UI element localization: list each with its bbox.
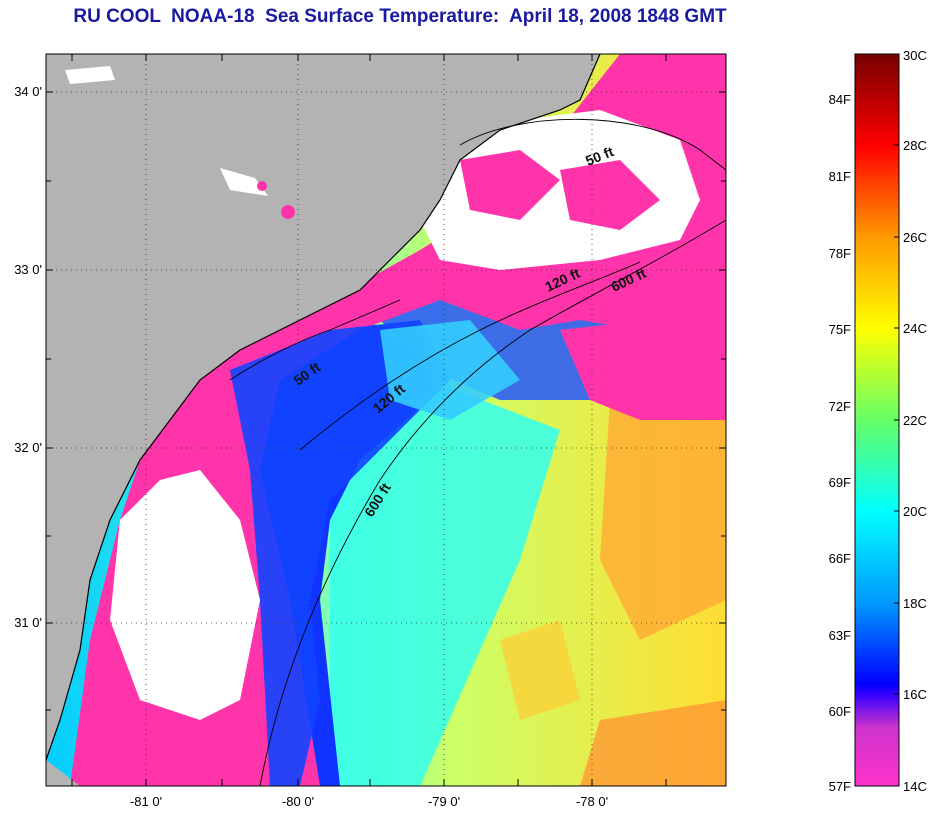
coastal-cold-water xyxy=(560,160,660,230)
contour-50ft xyxy=(459,118,726,171)
cool-band xyxy=(330,380,560,786)
colorbar-f-label: 78F xyxy=(829,246,851,261)
cloud-area xyxy=(110,470,260,720)
colorbar-f-label: 72F xyxy=(829,399,851,414)
coastal-cold-water xyxy=(560,300,726,420)
colorbar-c-label: 28C xyxy=(903,138,927,153)
cool-patch xyxy=(380,320,520,420)
coastline xyxy=(46,54,601,761)
colorbar-f-label: 66F xyxy=(829,551,851,566)
contour-120ft xyxy=(299,261,641,451)
coastal-cold-water xyxy=(460,150,560,220)
colorbar-c-label: 20C xyxy=(903,504,927,519)
colorbar-f-label: 63F xyxy=(829,628,851,643)
lat-label: 31 0' xyxy=(14,615,42,630)
colorbar-c-label: 16C xyxy=(903,687,927,702)
warm-patch xyxy=(580,700,726,786)
cloud-speck xyxy=(65,66,115,84)
page-title: RU COOL NOAA-18 Sea Surface Temperature:… xyxy=(73,6,727,27)
cloud-speck xyxy=(281,205,295,219)
colorbar-c-label: 24C xyxy=(903,321,927,336)
colorbar-c-label: 14C xyxy=(903,779,927,794)
colorbar-f-label: 75F xyxy=(829,322,851,337)
colorbar-f-label: 84F xyxy=(829,92,851,107)
lat-label: 34 0' xyxy=(14,84,42,99)
colorbar-c-label: 18C xyxy=(903,596,927,611)
warm-patch xyxy=(600,370,726,640)
colorbar-c-label: 30C xyxy=(903,48,927,63)
colorbar-c-label: 26C xyxy=(903,230,927,245)
graticule xyxy=(46,54,726,786)
contour-600ft xyxy=(259,219,726,786)
cloud-speck xyxy=(257,181,267,191)
colorbar-f-label: 60F xyxy=(829,704,851,719)
lon-label: -80 0' xyxy=(282,794,314,809)
colorbar-f-label: 69F xyxy=(829,475,851,490)
map-panel xyxy=(46,54,726,786)
axis-ticks xyxy=(46,54,726,786)
contour-50ft xyxy=(229,299,401,381)
lon-label: -79 0' xyxy=(428,794,460,809)
warm-patch xyxy=(500,620,580,720)
cloud-area xyxy=(420,110,700,270)
colorbar-c-label: 22C xyxy=(903,413,927,428)
map-frame xyxy=(45,53,727,787)
colorbar-f-label: 57F xyxy=(829,779,851,794)
lon-label: -78 0' xyxy=(576,794,608,809)
colorbar-scale xyxy=(854,53,900,787)
colorbar: 30C 28C 26C 24C 22C 20C 18C 16C 14C 84F … xyxy=(829,48,927,794)
lat-label: 33 0' xyxy=(14,262,42,277)
cloud-speck xyxy=(220,168,268,196)
lon-label: -81 0' xyxy=(130,794,162,809)
cold-band xyxy=(230,320,450,786)
colorbar-f-label: 81F xyxy=(829,169,851,184)
lat-label: 32 0' xyxy=(14,440,42,455)
land-mass xyxy=(46,54,600,760)
